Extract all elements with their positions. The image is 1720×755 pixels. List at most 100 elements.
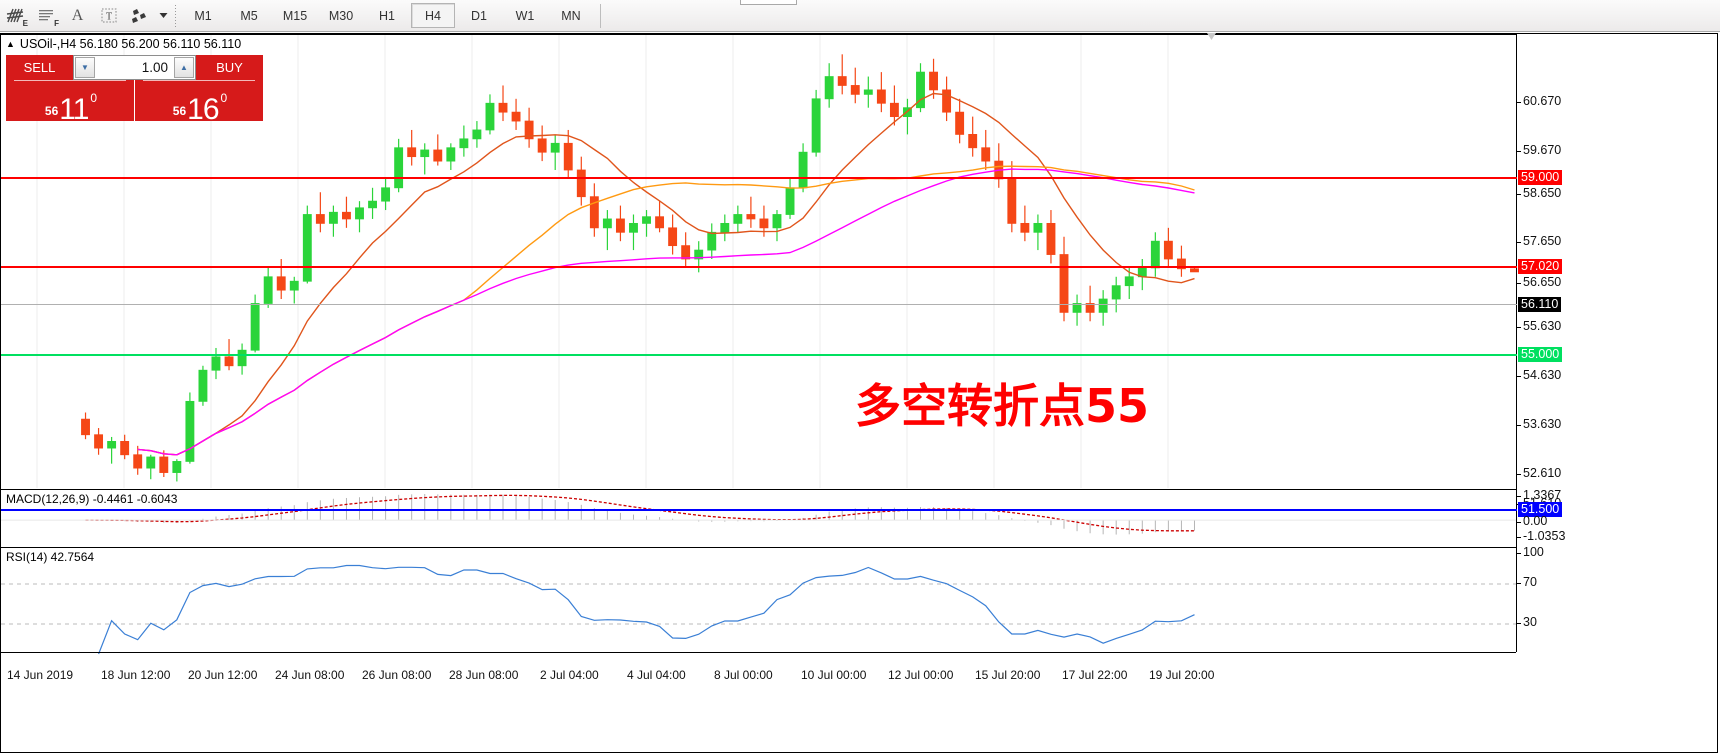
sell-price-point: 0 (90, 91, 98, 105)
volume-value[interactable]: 1.00 (141, 60, 168, 75)
time-label: 10 Jul 00:00 (801, 668, 867, 682)
macd-title: MACD(12,26,9) -0.4461 -0.6043 (6, 492, 178, 506)
timeframe-m5[interactable]: M5 (240, 8, 258, 23)
grid-templates-icon-sub: F (54, 19, 59, 28)
text-label-icon[interactable]: A (71, 6, 84, 24)
timeframe-m1[interactable]: M1 (194, 8, 212, 23)
rsi-pane[interactable]: RSI(14) 42.7564 (1, 547, 1516, 655)
rsi-scale-30: 30 (1523, 615, 1537, 629)
price-label-59-670: 59.670 (1523, 143, 1562, 157)
price-label-58-650: 58.650 (1523, 186, 1562, 200)
price-tick (1517, 194, 1521, 195)
sell-price-display[interactable]: 56 11 0 (6, 80, 134, 125)
macd-scale-tick (1517, 496, 1521, 497)
volume-increase-button[interactable]: ▲ (174, 57, 194, 78)
price-chart-canvas[interactable] (1, 35, 1516, 488)
price-badge-55-000: 55.000 (1518, 347, 1563, 362)
price-tick (1517, 474, 1521, 475)
macd-scale-tick (1517, 522, 1521, 523)
price-tick (1517, 425, 1521, 426)
timeframe-h1[interactable]: H1 (379, 8, 395, 23)
timeframe-d1[interactable]: D1 (471, 8, 487, 23)
price-axis[interactable]: 60.670 59.670 59.000 58.650 57.650 57.020 56.6… (1517, 34, 1717, 652)
chevron-up-icon: ▲ (180, 63, 188, 72)
buy-price-fraction: 16 (187, 93, 219, 126)
sell-price-underline (14, 80, 126, 81)
rsi-title: RSI(14) 42.7564 (6, 550, 95, 564)
level-line-support-55[interactable] (1, 354, 1517, 356)
price-label-60-670: 60.670 (1523, 94, 1562, 108)
price-tick (1517, 283, 1521, 284)
svg-text:T: T (105, 12, 111, 23)
level-line-support-51[interactable] (1, 509, 1517, 511)
price-label-56-650: 56.650 (1523, 275, 1562, 289)
sell-price-fraction: 11 (59, 93, 89, 126)
volume-field[interactable]: ▼ 1.00 ▲ (73, 55, 196, 80)
time-label: 15 Jul 20:00 (975, 668, 1041, 682)
toolbar-separator (175, 4, 176, 27)
price-badge-59-000: 59.000 (1518, 170, 1563, 185)
objects-icon[interactable] (124, 2, 155, 29)
time-axis[interactable]: 14 Jun 2019 18 Jun 12:00 20 Jun 12:00 24 Ju… (1, 652, 1516, 753)
sell-price-integer: 56 (44, 104, 59, 118)
buy-price-underline (143, 80, 255, 81)
objects-dropdown-caret-icon[interactable] (155, 2, 171, 29)
time-label: 17 Jul 22:00 (1062, 668, 1128, 682)
price-tick (1517, 376, 1521, 377)
timeframe-m30[interactable]: M30 (328, 8, 354, 23)
one-click-trading-panel[interactable]: SELL ▼ 1.00 ▲ BUY 56 11 0 56 (6, 55, 263, 125)
buy-price-display[interactable]: 56 16 0 (135, 80, 263, 125)
rsi-scale-70: 70 (1523, 575, 1537, 589)
price-badge-57-020: 57.020 (1518, 259, 1563, 274)
level-line-resistance-59[interactable] (1, 177, 1517, 179)
chart-annotation-text: 多空转折点55 (855, 379, 1150, 433)
time-label: 14 Jun 2019 (7, 668, 74, 682)
price-pane[interactable] (1, 34, 1516, 488)
time-label: 12 Jul 00:00 (888, 668, 954, 682)
toolbar: E F A T (0, 0, 1720, 32)
macd-chart-canvas[interactable] (1, 490, 1516, 546)
trade-panel-top-row: SELL ▼ 1.00 ▲ BUY (6, 55, 263, 80)
sell-button[interactable]: SELL (6, 55, 73, 80)
timeframe-mn[interactable]: MN (561, 8, 581, 23)
scroll-marker-icon[interactable] (1207, 33, 1216, 40)
rsi-scale-100: 100 (1523, 545, 1544, 559)
text-box-icon[interactable]: T (93, 2, 124, 29)
timeframe-h4[interactable]: H4 (411, 3, 455, 28)
buy-price-point: 0 (220, 91, 228, 105)
level-line-resistance-57[interactable] (1, 266, 1517, 268)
time-label: 4 Jul 04:00 (627, 668, 686, 682)
timeframe-w1[interactable]: W1 (515, 8, 535, 23)
price-label-55-630: 55.630 (1523, 319, 1562, 333)
rsi-chart-canvas[interactable] (1, 548, 1516, 655)
price-badge-51-500: 51.500 (1518, 502, 1563, 517)
macd-pane[interactable]: MACD(12,26,9) -0.4461 -0.6043 (1, 489, 1516, 546)
time-label: 26 Jun 08:00 (362, 668, 432, 682)
chevron-down-icon: ▼ (81, 63, 89, 72)
rsi-scale-tick (1517, 623, 1521, 624)
indicators-icon[interactable]: E (0, 2, 31, 29)
price-label-53-630: 53.630 (1523, 417, 1562, 431)
price-tick (1517, 102, 1521, 103)
time-label: 24 Jun 08:00 (275, 668, 345, 682)
macd-scale-000: 0.00 (1523, 514, 1548, 528)
toolbar-end-separator (600, 3, 601, 28)
level-line-last-price[interactable] (1, 304, 1517, 305)
grid-templates-icon[interactable]: F (31, 2, 62, 29)
trade-panel-price-row: 56 11 0 56 16 0 (6, 80, 263, 125)
time-label: 8 Jul 00:00 (714, 668, 773, 682)
volume-decrease-button[interactable]: ▼ (75, 57, 95, 78)
collapse-triangle-icon[interactable]: ▲ (6, 39, 15, 49)
rsi-scale-tick (1517, 553, 1521, 554)
price-label-52-610: 52.610 (1523, 466, 1562, 480)
buy-button[interactable]: BUY (196, 55, 263, 80)
buy-price-integer: 56 (172, 104, 187, 118)
timeframe-m15[interactable]: M15 (282, 8, 308, 23)
time-label: 2 Jul 04:00 (540, 668, 599, 682)
price-label-54-630: 54.630 (1523, 368, 1562, 382)
window-tab-stub (740, 0, 797, 5)
price-badge-56-110: 56.110 (1518, 297, 1562, 312)
symbol-ohlc-header: ▲ USOil-,H4 56.180 56.200 56.110 56.110 (6, 37, 241, 51)
time-label: 19 Jul 20:00 (1149, 668, 1215, 682)
